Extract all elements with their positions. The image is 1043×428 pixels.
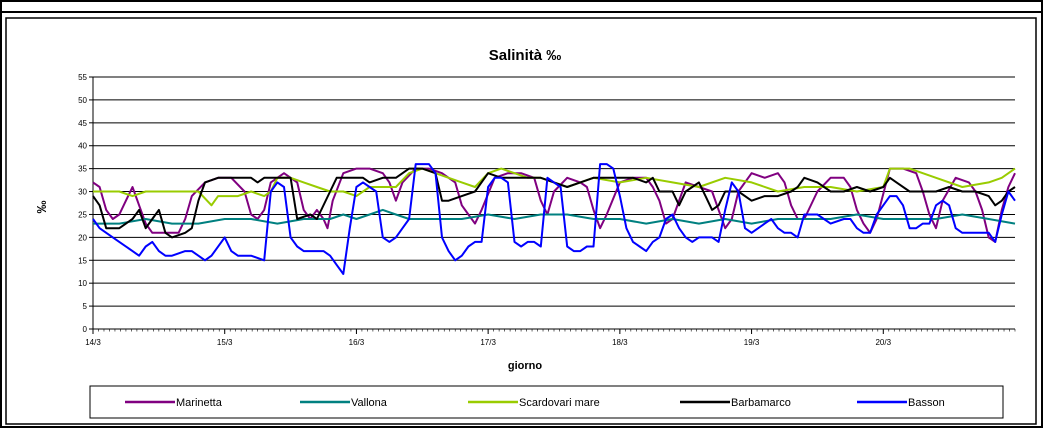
series-line-2 — [93, 167, 1016, 207]
x-tick-label: 17/3 — [480, 338, 496, 347]
x-tick-label: 14/3 — [85, 338, 101, 347]
y-tick-label: 5 — [83, 302, 88, 311]
x-tick-label: 15/3 — [217, 338, 233, 347]
x-tick-label: 18/3 — [612, 338, 628, 347]
y-tick-label: 0 — [83, 325, 88, 334]
y-tick-label: 30 — [78, 188, 87, 197]
series-lines — [92, 163, 1016, 275]
legend-label-4: Basson — [908, 397, 945, 409]
y-axis-title: ‰ — [34, 201, 49, 214]
legend-box — [89, 385, 1004, 419]
series-line-1 — [93, 208, 1016, 225]
y-tick-label: 40 — [78, 142, 87, 151]
y-tick-label: 55 — [78, 73, 87, 82]
legend: Marinetta Vallona Scardovari mare Barbamarc… — [89, 385, 1004, 419]
y-tick-label: 50 — [78, 96, 87, 105]
series-line-3 — [92, 167, 1016, 239]
chart-frame — [5, 17, 1037, 425]
y-tick-label: 10 — [78, 279, 87, 288]
x-tick-label: 20/3 — [875, 338, 891, 347]
legend-label-3: Barbamarco — [731, 397, 791, 409]
y-tick-label: 20 — [78, 233, 87, 242]
x-axis-title: giorno — [508, 360, 542, 372]
y-tick-label: 25 — [78, 210, 87, 219]
y-tick-label: 35 — [78, 165, 87, 174]
y-axis: 0 5 10 15 20 25 30 35 40 45 50 55 — [78, 73, 94, 334]
x-axis: 14/3 15/3 16/3 17/3 18/3 19/3 20/3 — [85, 328, 1016, 347]
y-tick-label: 15 — [78, 256, 87, 265]
gridlines — [93, 76, 1015, 307]
legend-label-0: Marinetta — [176, 397, 223, 409]
chart-title: Salinità ‰ — [489, 47, 562, 64]
series-line-4 — [92, 163, 1016, 275]
x-tick-label: 16/3 — [349, 338, 365, 347]
legend-label-2: Scardovari mare — [519, 397, 600, 409]
y-tick-label: 45 — [78, 119, 87, 128]
legend-items: Marinetta Vallona Scardovari mare Barbamarc… — [125, 397, 945, 409]
x-tick-label: 19/3 — [744, 338, 760, 347]
legend-label-1: Vallona — [351, 397, 388, 409]
